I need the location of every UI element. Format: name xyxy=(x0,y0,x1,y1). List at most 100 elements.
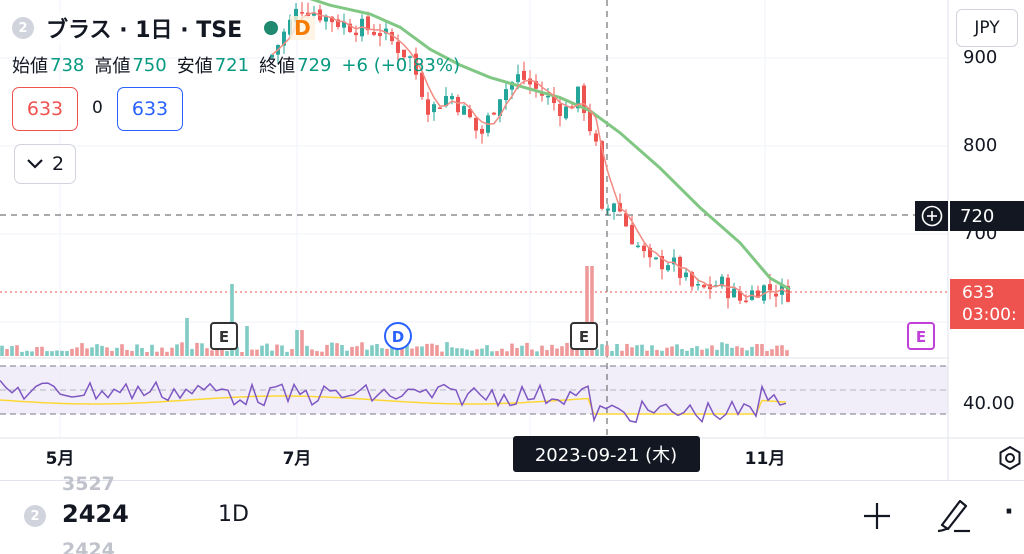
volume-bar xyxy=(135,344,139,356)
drawing-tool-button[interactable] xyxy=(934,495,974,535)
volume-bar xyxy=(260,345,264,356)
volume-bar xyxy=(115,347,119,356)
volume-bar xyxy=(130,350,134,356)
volume-bar xyxy=(410,348,414,356)
volume-bar xyxy=(215,346,219,356)
volume-bar xyxy=(25,350,29,356)
volume-bar xyxy=(390,342,394,356)
volume-bar xyxy=(750,346,754,356)
volume-bar xyxy=(375,344,379,356)
candle-body xyxy=(600,141,604,209)
candle-body xyxy=(720,276,724,287)
volume-bar xyxy=(200,343,204,356)
volume-bar xyxy=(770,349,774,356)
symbol-header[interactable]: 2 ブラス · 1日 · TSE D xyxy=(12,12,315,44)
candle-body xyxy=(366,16,370,31)
close-label: 終値 xyxy=(259,56,296,77)
volume-bar xyxy=(735,346,739,356)
last-price-label: 633 03:00: xyxy=(950,279,1024,329)
ma-short-line xyxy=(271,11,789,299)
candle-body xyxy=(396,41,400,53)
candle-body xyxy=(324,15,328,22)
volume-bar xyxy=(165,351,169,356)
more-menu-button[interactable]: · xyxy=(1004,497,1014,527)
candle-body xyxy=(492,112,496,115)
candle-body xyxy=(282,31,286,46)
candle-body xyxy=(768,284,772,291)
currency-selector[interactable]: JPY xyxy=(956,9,1018,47)
dividend-marker[interactable]: D xyxy=(384,322,412,350)
volume-bar xyxy=(435,345,439,356)
volume-bar xyxy=(725,343,729,356)
rsi-axis-value: 40.00 xyxy=(963,393,1015,414)
earnings-marker-1[interactable]: E xyxy=(210,322,238,350)
plus-circle-icon xyxy=(921,205,942,227)
candle-body xyxy=(462,106,466,115)
interval-button[interactable]: 1D xyxy=(218,502,249,527)
chevron-down-icon xyxy=(27,159,43,169)
candle-body xyxy=(468,108,472,118)
volume-bar xyxy=(635,345,639,356)
earnings-marker-future[interactable]: E xyxy=(907,322,935,350)
volume-bar xyxy=(195,342,199,356)
candle-body xyxy=(666,265,670,271)
volume-bar xyxy=(285,351,289,356)
candle-body xyxy=(648,247,652,258)
bottom-toolbar: 3527 2 2424 1D 2424 · xyxy=(0,473,1024,554)
volume-bar xyxy=(720,342,724,356)
candle-body xyxy=(348,23,352,33)
rsi-line xyxy=(0,380,787,424)
volume-bar xyxy=(170,347,174,356)
volume-bar xyxy=(15,345,19,356)
candle-body xyxy=(384,28,388,34)
price-chart[interactable]: E D E E 2023-09-21 (木) 5月 7月 11月 xyxy=(0,0,1024,480)
volume-bar xyxy=(255,349,259,356)
svg-text:D: D xyxy=(392,328,404,346)
candle-body xyxy=(474,117,478,131)
volume-bar xyxy=(325,344,329,356)
spread-value: 0 xyxy=(92,98,103,118)
volume-bar xyxy=(405,344,409,356)
volume-bar xyxy=(250,349,254,356)
volume-bar xyxy=(395,348,399,356)
bottom-symbol-value[interactable]: 2424 xyxy=(62,500,129,528)
earnings-marker-2[interactable]: E xyxy=(570,322,598,350)
svg-text:E: E xyxy=(579,328,589,346)
volume-bar xyxy=(740,347,744,356)
volume-bar xyxy=(755,343,759,356)
candle-body xyxy=(510,82,514,90)
chart-settings-icon[interactable] xyxy=(999,445,1021,471)
sell-button[interactable]: 633 xyxy=(12,87,78,131)
candle-body xyxy=(672,257,676,265)
candle-body xyxy=(564,106,568,119)
candle-body xyxy=(402,49,406,58)
add-alert-button[interactable] xyxy=(915,201,948,231)
volume-bar xyxy=(445,342,449,356)
add-button[interactable] xyxy=(860,499,894,533)
high-label: 高値 xyxy=(94,56,131,77)
ghost-value-below: 2424 xyxy=(62,539,115,554)
candle-body xyxy=(450,95,454,100)
time-tick-jul: 7月 xyxy=(283,449,312,469)
volume-bar xyxy=(585,266,589,356)
candle-body xyxy=(588,110,592,132)
volume-bar xyxy=(745,350,749,356)
candle-body xyxy=(786,285,790,302)
volume-bar xyxy=(455,348,459,356)
volume-bar xyxy=(415,346,419,356)
volume-bar xyxy=(210,350,214,356)
collapse-indicators-button[interactable]: 2 xyxy=(14,144,76,184)
candle-body xyxy=(552,96,556,104)
dividend-badge[interactable]: D xyxy=(290,16,315,40)
volume-bar xyxy=(355,346,359,356)
volume-bar xyxy=(780,345,784,356)
volume-bar xyxy=(340,344,344,356)
volume-bar xyxy=(450,347,454,356)
symbol-title[interactable]: ブラス · 1日 · TSE xyxy=(42,12,247,44)
volume-bar xyxy=(625,343,629,356)
volume-bar xyxy=(685,350,689,356)
buy-button[interactable]: 633 xyxy=(117,87,183,131)
candle-body xyxy=(570,106,574,109)
candle-body xyxy=(444,96,448,107)
volume-bar xyxy=(430,343,434,356)
